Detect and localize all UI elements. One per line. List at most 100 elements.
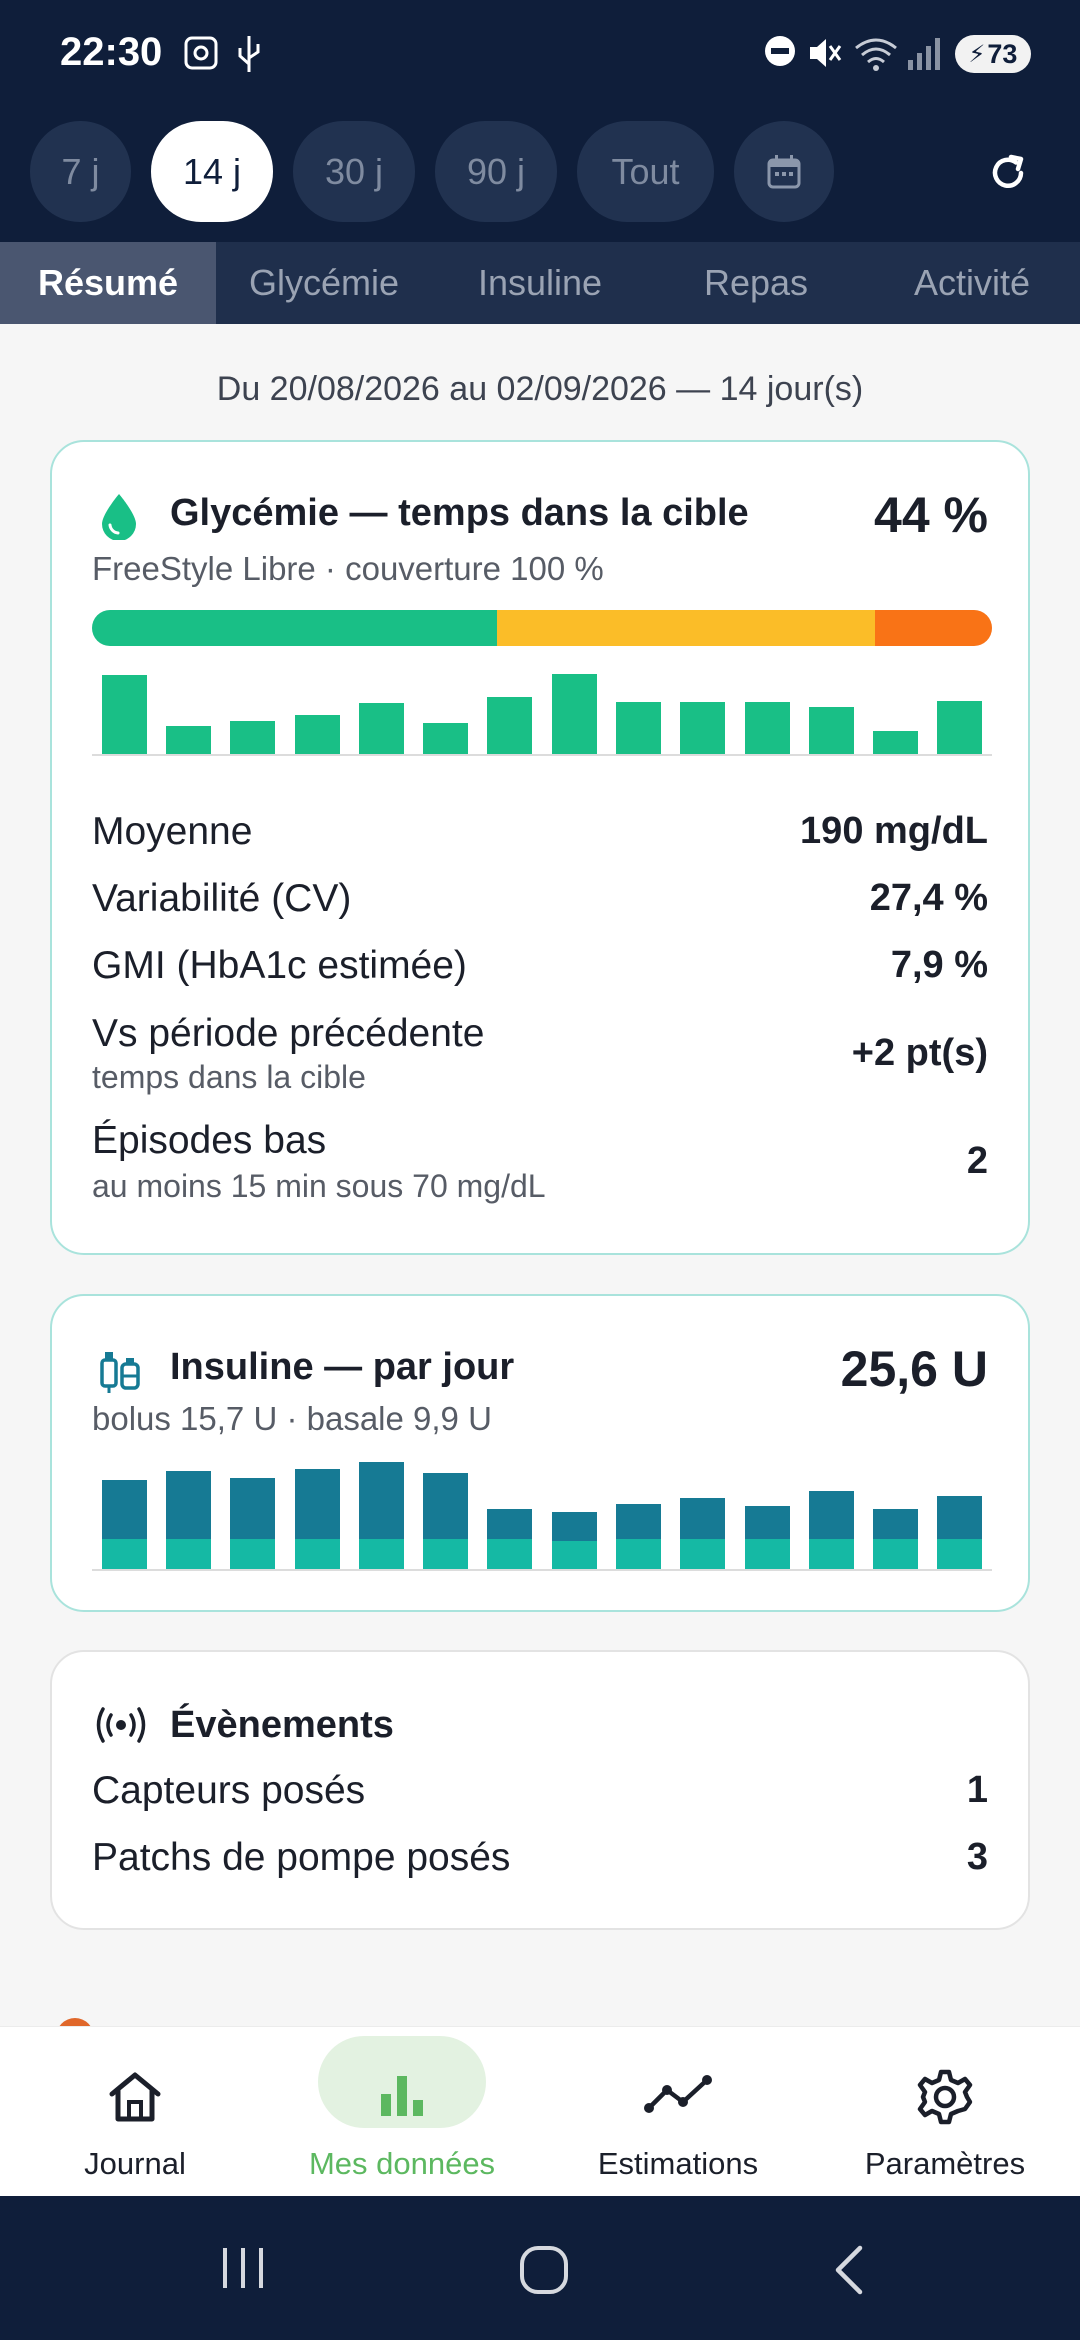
- sensor-signal-icon: [96, 1707, 146, 1743]
- bar-chart-icon: [381, 2076, 423, 2116]
- tab-activite[interactable]: Activité: [913, 262, 1031, 303]
- tir-very-high-segment: [875, 610, 992, 646]
- glycemia-card-subtitle: FreeStyle Libre · couverture 100 %: [92, 550, 604, 587]
- row-gmi-value: 7,9 %: [890, 944, 988, 986]
- daily-bolus-bar: [680, 1497, 726, 1539]
- trend-icon: [644, 2075, 712, 2113]
- row-sensors-label: Capteurs posés: [92, 1769, 366, 1812]
- row-vs-previous-label: Vs période précédente: [92, 1012, 485, 1055]
- period-chip-7[interactable]: 7 j: [30, 121, 131, 222]
- events-card-title: Évènements: [170, 1704, 394, 1746]
- mute-icon: [810, 39, 842, 67]
- tab-glycemie[interactable]: Glycémie: [248, 262, 400, 303]
- home-icon: [109, 2072, 161, 2122]
- daily-bolus-bar: [615, 1503, 661, 1539]
- row-mean-label: Moyenne: [92, 810, 253, 853]
- bottom-navigation: [0, 2026, 1080, 2197]
- home-button-icon[interactable]: [518, 2244, 570, 2296]
- battery-bolt-icon: ⚡: [968, 40, 986, 68]
- nav-parametres[interactable]: Paramètres: [810, 2026, 1080, 2196]
- daily-bolus-bar: [294, 1469, 340, 1539]
- period-chip-14[interactable]: 14 j: [151, 121, 273, 222]
- daily-basal-bar: [423, 1538, 469, 1569]
- row-vs-previous-value: +2 pt(s): [851, 1032, 988, 1074]
- daily-insulin-chart: [92, 1461, 992, 1569]
- row-cv-value: 27,4 %: [869, 877, 988, 919]
- insulin-card-title: Insuline — par jour: [170, 1346, 515, 1388]
- recent-apps-icon[interactable]: [218, 2245, 268, 2291]
- daily-bolus-bar: [744, 1506, 790, 1539]
- daily-tir-bar: [165, 726, 211, 754]
- row-mean-value: 190 mg/dL: [800, 810, 988, 852]
- period-chip-all[interactable]: Tout: [577, 121, 714, 222]
- nav-journal[interactable]: Journal: [0, 2026, 270, 2196]
- daily-tir-bar: [294, 715, 340, 754]
- do-not-disturb-icon: [765, 36, 795, 66]
- period-chip-30[interactable]: 30 j: [293, 121, 415, 222]
- row-low-episodes-label: Épisodes bas: [92, 1119, 327, 1162]
- tir-distribution-bar: [92, 610, 992, 646]
- signal-icon: [908, 38, 940, 70]
- daily-bolus-bar: [358, 1461, 404, 1539]
- tir-high-segment: [497, 610, 875, 646]
- refresh-icon[interactable]: [985, 150, 1031, 196]
- row-gmi-label: GMI (HbA1c estimée): [92, 944, 467, 987]
- row-vs-previous-sub: temps dans la cible: [92, 1059, 366, 1095]
- tab-insuline[interactable]: Insuline: [477, 262, 603, 303]
- daily-basal-bar: [873, 1538, 919, 1569]
- daily-basal-bar: [358, 1538, 404, 1569]
- system-navigation-bar: [0, 2196, 1080, 2340]
- daily-tir-bar: [358, 703, 404, 754]
- daily-bolus-bar: [423, 1473, 469, 1539]
- status-time: 22:30: [60, 30, 163, 74]
- daily-tir-bar: [680, 701, 726, 754]
- nav-mes-donnees[interactable]: Mes données: [267, 2026, 537, 2196]
- row-sensors-value: 1: [966, 1769, 988, 1811]
- insulin-card-subtitle: bolus 15,7 U · basale 9,9 U: [92, 1400, 492, 1437]
- daily-tir-bar: [551, 673, 597, 754]
- daily-basal-bar: [615, 1538, 661, 1569]
- drop-icon: [102, 494, 136, 540]
- daily-basal-bar: [101, 1538, 147, 1569]
- daily-bolus-bar: [101, 1479, 147, 1539]
- daily-basal-bar: [487, 1538, 533, 1569]
- daily-basal-bar: [680, 1538, 726, 1569]
- events-card: Évènements Capteurs posés 1 Patchs de po…: [50, 1650, 1030, 1930]
- back-icon[interactable]: [828, 2244, 868, 2296]
- nav-estimations[interactable]: Estimations: [543, 2026, 813, 2196]
- insulin-card[interactable]: Insuline — par jour 25,6 U bolus 15,7 U …: [50, 1294, 1030, 1612]
- date-picker-button[interactable]: [734, 121, 834, 222]
- daily-tir-bar: [937, 700, 983, 754]
- nav-estimations-label: Estimations: [597, 2146, 759, 2181]
- period-chip-90[interactable]: 90 j: [435, 121, 557, 222]
- chart-baseline: [92, 1569, 992, 1571]
- daily-tir-bar: [423, 722, 469, 754]
- screenshot-icon: [184, 36, 218, 70]
- daily-basal-bar: [165, 1538, 211, 1569]
- daily-bolus-bar: [873, 1509, 919, 1539]
- tab-repas[interactable]: Repas: [703, 262, 809, 303]
- chart-baseline: [92, 754, 992, 756]
- usb-icon: [238, 36, 260, 72]
- daily-tir-bar: [873, 731, 919, 754]
- daily-tir-bar: [744, 702, 790, 754]
- daily-bolus-bar: [551, 1512, 597, 1541]
- battery-indicator: ⚡ 73: [955, 35, 1031, 73]
- daily-basal-bar: [937, 1538, 983, 1569]
- daily-tir-bar: [101, 675, 147, 754]
- tab-resume[interactable]: Résumé: [0, 242, 216, 324]
- daily-basal-bar: [294, 1538, 340, 1569]
- calendar-icon: [767, 154, 801, 188]
- insulin-daily-value: 25,6 U: [840, 1341, 988, 1397]
- daily-bolus-bar: [165, 1471, 211, 1539]
- wifi-icon: [855, 38, 897, 71]
- row-low-episodes-value: 2: [966, 1140, 988, 1182]
- battery-level: 73: [987, 38, 1018, 69]
- row-cv-label: Variabilité (CV): [92, 877, 352, 920]
- daily-bolus-bar: [937, 1495, 983, 1539]
- glycemia-card[interactable]: Glycémie — temps dans la cible 44 % Free…: [50, 440, 1030, 1255]
- row-low-episodes-sub: au moins 15 min sous 70 mg/dL: [92, 1168, 546, 1204]
- daily-tir-bar: [487, 696, 533, 754]
- daily-tir-bar: [615, 701, 661, 754]
- daily-bolus-bar: [230, 1477, 276, 1539]
